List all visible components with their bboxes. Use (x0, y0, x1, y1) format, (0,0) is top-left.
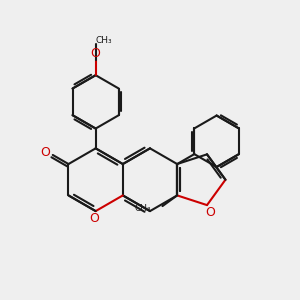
Text: O: O (89, 212, 99, 225)
Text: O: O (91, 46, 100, 60)
Text: O: O (205, 206, 215, 220)
Text: CH₃: CH₃ (96, 36, 112, 45)
Text: CH₃: CH₃ (135, 203, 151, 212)
Text: O: O (40, 146, 50, 159)
